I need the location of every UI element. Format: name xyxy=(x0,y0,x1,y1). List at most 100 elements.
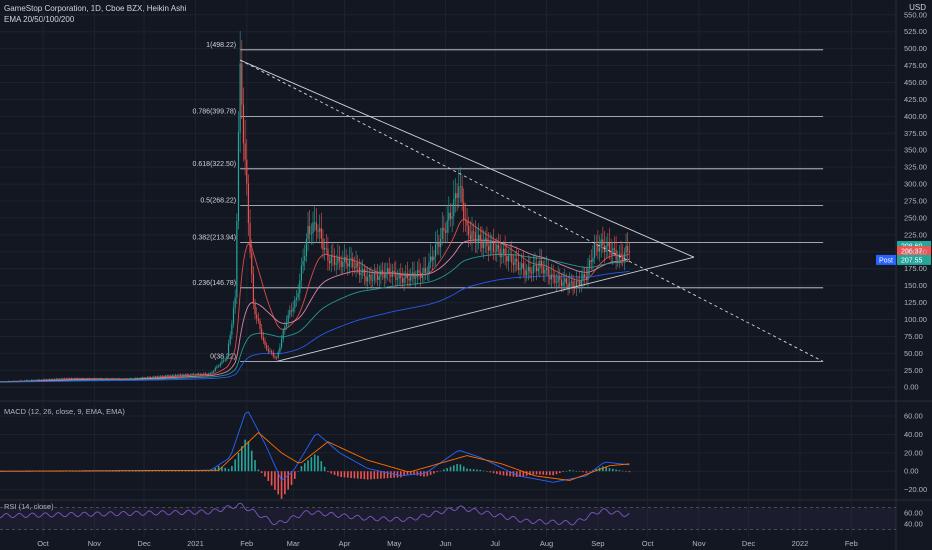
macd-histogram-bar xyxy=(270,471,273,486)
x-tick-label: Mar xyxy=(287,539,300,548)
rsi-line xyxy=(0,502,630,526)
candle-body xyxy=(83,378,86,380)
macd-histogram-bar xyxy=(406,471,409,475)
candle-body xyxy=(272,352,274,357)
candle-body xyxy=(193,374,195,375)
fib-level-label: 0.618(322.50) xyxy=(193,161,237,168)
macd-histogram-bar xyxy=(492,471,495,474)
candle-body xyxy=(130,378,132,380)
candle-body xyxy=(423,267,425,274)
candle-body xyxy=(454,193,457,199)
candle-body xyxy=(198,373,200,375)
candle-body xyxy=(174,374,177,376)
candle-body xyxy=(135,377,137,379)
macd-y-tick-label: −20.00 xyxy=(904,485,927,494)
candle-body xyxy=(492,242,495,252)
x-tick-label: Oct xyxy=(37,539,50,548)
candle-body xyxy=(37,379,39,381)
macd-histogram-bar xyxy=(472,469,475,472)
x-tick-label: 2022 xyxy=(792,539,809,548)
candle-body xyxy=(529,266,531,273)
candle-body xyxy=(335,263,337,265)
macd-histogram-bar xyxy=(519,471,521,477)
candle-body xyxy=(236,220,238,298)
y-tick-label: 300.00 xyxy=(904,180,927,189)
candle-body xyxy=(464,219,466,221)
macd-histogram-bar xyxy=(568,469,571,472)
candle-body xyxy=(20,380,23,382)
y-tick-label: 450.00 xyxy=(904,78,927,87)
macd-histogram-bar xyxy=(476,469,478,472)
candle-body xyxy=(439,238,442,248)
candle-body xyxy=(116,378,119,380)
candle-body xyxy=(125,378,127,380)
macd-histogram-bar xyxy=(469,468,472,472)
macd-histogram-bar xyxy=(628,471,631,473)
candle-body xyxy=(22,380,24,382)
y-tick-label: 225.00 xyxy=(904,230,927,239)
macd-histogram-bar xyxy=(353,471,356,479)
candle-body xyxy=(598,247,601,252)
candle-body xyxy=(108,379,110,380)
candle-body xyxy=(579,280,581,286)
macd-histogram-bar xyxy=(168,471,170,472)
candle-body xyxy=(474,232,476,243)
macd-histogram-bar xyxy=(390,471,392,478)
macd-histogram-bar xyxy=(138,471,140,472)
candle-body xyxy=(252,274,254,304)
candle-body xyxy=(625,245,627,254)
macd-histogram-bar xyxy=(115,471,117,472)
candle-body xyxy=(123,378,125,380)
candle-body xyxy=(92,378,94,380)
candle-body xyxy=(97,378,99,380)
candle-body xyxy=(67,378,69,380)
candle-body xyxy=(388,268,390,275)
candle-body xyxy=(524,269,526,276)
candle-body xyxy=(400,273,402,279)
macd-histogram-bar xyxy=(55,471,58,472)
post-tag xyxy=(876,254,896,265)
candle-body xyxy=(261,328,263,338)
candle-body xyxy=(436,242,438,245)
price-badge xyxy=(897,254,931,265)
candle-body xyxy=(358,267,360,275)
candle-body xyxy=(2,381,4,383)
macd-histogram-bar xyxy=(433,471,435,474)
candle-body xyxy=(133,378,135,380)
macd-histogram-bar xyxy=(101,471,104,472)
candle-body xyxy=(160,375,162,377)
candle-body xyxy=(345,257,347,264)
macd-histogram-bar xyxy=(171,471,174,472)
candle-body xyxy=(350,258,352,260)
candle-body xyxy=(481,240,483,249)
y-tick-label: 375.00 xyxy=(904,129,927,138)
candle-body xyxy=(391,270,394,277)
macd-histogram-bar xyxy=(479,469,482,472)
candle-body xyxy=(595,244,597,246)
macd-histogram-bar xyxy=(105,471,107,472)
candle-body xyxy=(25,380,28,382)
candle-body xyxy=(381,270,384,275)
macd-histogram-bar xyxy=(310,457,313,472)
candle-body xyxy=(512,263,515,265)
candle-body xyxy=(242,104,245,144)
candle-body xyxy=(506,255,508,262)
ema-200-line xyxy=(0,270,630,383)
candle-body xyxy=(35,380,38,381)
candle-body xyxy=(206,374,208,375)
candle-body xyxy=(302,260,304,266)
price-badge xyxy=(897,246,931,257)
candle-body xyxy=(365,276,367,282)
candle-body xyxy=(607,242,609,247)
macd-histogram-bar xyxy=(300,466,303,472)
macd-histogram-bar xyxy=(578,471,581,472)
candle-body xyxy=(521,263,523,268)
macd-histogram-bar xyxy=(532,471,535,475)
candle-body xyxy=(385,271,387,279)
candle-body xyxy=(44,379,46,381)
macd-histogram-bar xyxy=(396,471,399,478)
x-tick-label: Nov xyxy=(88,539,102,548)
candle-body xyxy=(430,256,432,263)
y-tick-label: 500.00 xyxy=(904,44,927,53)
candle-body xyxy=(390,274,392,277)
